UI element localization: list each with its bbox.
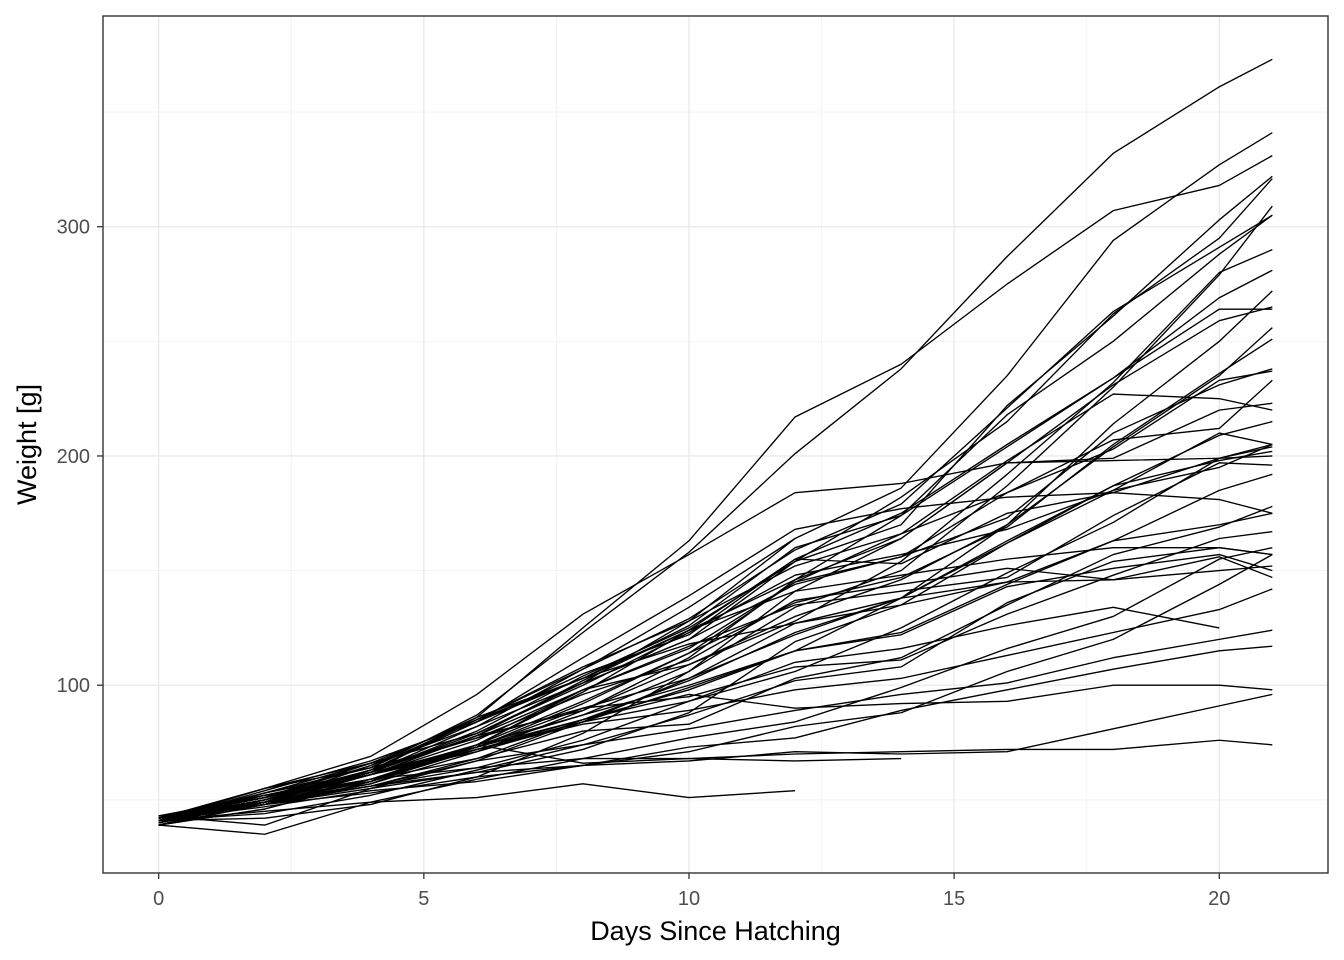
y-tick-label: 100 [57, 675, 90, 697]
series-line-46 [158, 368, 1273, 824]
x-tick-label: 10 [678, 888, 700, 910]
series-line-42 [158, 269, 1273, 819]
x-tick-label: 0 [153, 888, 164, 910]
series-line-16 [158, 783, 796, 822]
x-tick-label: 5 [418, 888, 429, 910]
series-line-48 [158, 175, 1273, 826]
series-line-49 [158, 370, 1273, 824]
y-axis-title: Weight [g] [12, 384, 42, 505]
series-line-47 [158, 432, 1273, 822]
y-tick-label: 300 [57, 217, 90, 239]
series-line-30 [158, 553, 1273, 819]
panel-border [102, 15, 1329, 874]
series-line-20 [158, 645, 1273, 822]
series-line-50 [158, 308, 1273, 822]
series-line-10 [158, 629, 1273, 822]
series-line-5 [158, 402, 1273, 822]
series-line-26 [158, 338, 1273, 819]
series-line-37 [158, 505, 1273, 822]
series-line-18 [158, 547, 1273, 835]
x-tick-label: 20 [1208, 888, 1230, 910]
series-line-45 [158, 462, 1273, 822]
chick-weight-series [158, 58, 1273, 835]
series-line-23 [158, 512, 1273, 817]
series-line-43 [158, 455, 1273, 819]
axis-ticks [97, 226, 1220, 879]
series-line-19 [158, 553, 1273, 817]
series-line-40 [158, 178, 1273, 822]
axis-tick-labels: 0 5 10 15 20 100 200 300 [57, 217, 1231, 910]
series-line-44 [158, 565, 1273, 819]
y-tick-label: 200 [57, 446, 90, 468]
x-tick-label: 15 [943, 888, 965, 910]
x-axis-title: Days Since Hatching [590, 916, 841, 946]
